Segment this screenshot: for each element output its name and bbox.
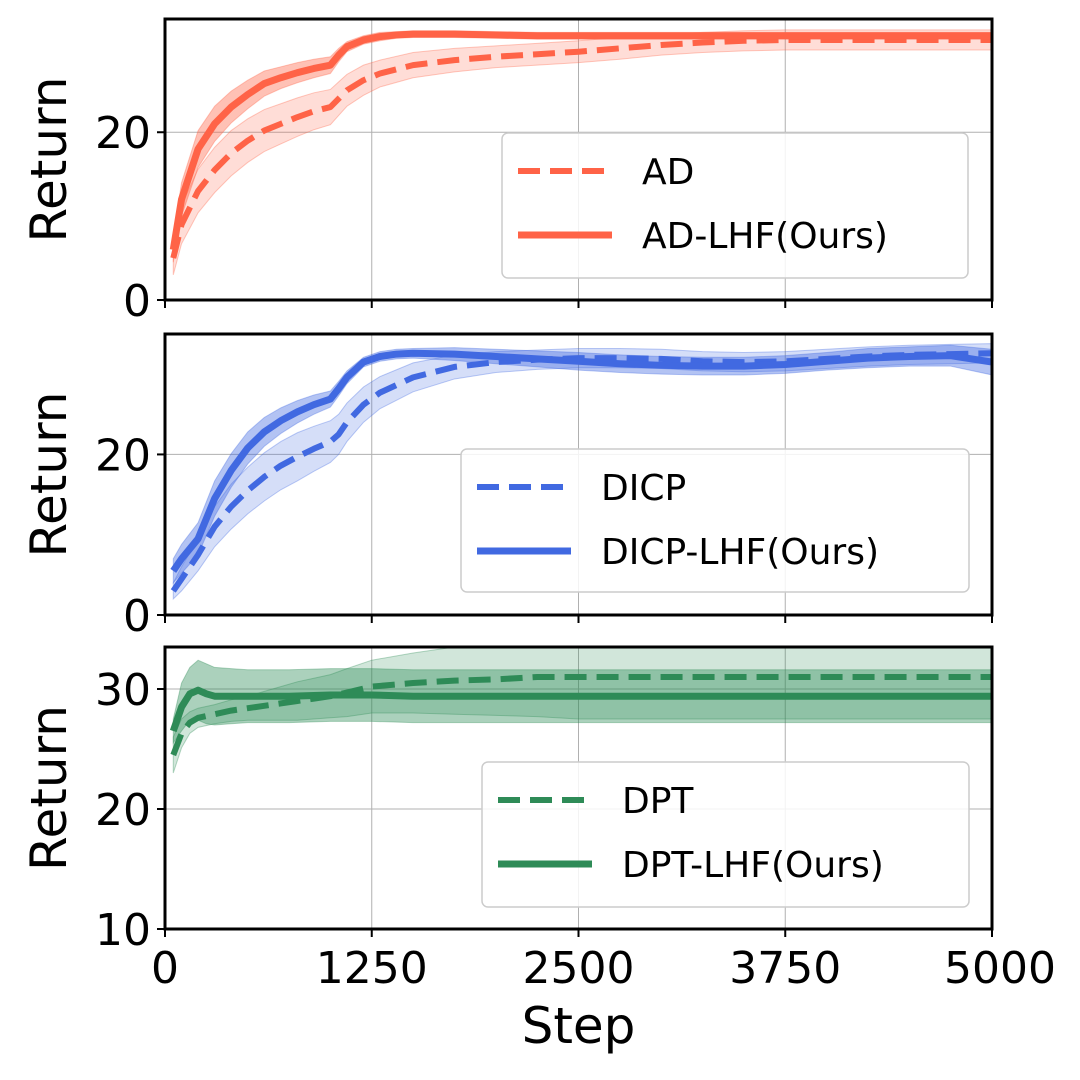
legend-label-1: AD xyxy=(642,152,694,193)
series-dpt-band xyxy=(172,647,992,774)
legend-label-2: DPT-LHF(Ours) xyxy=(622,845,884,886)
series-dpt-line xyxy=(170,674,992,757)
y-tick-label: 0 xyxy=(123,276,151,327)
legend-frame xyxy=(501,132,969,279)
y-tick-label: 0 xyxy=(123,591,151,642)
series-dicp-band xyxy=(172,343,992,601)
legend-label-1: DPT xyxy=(622,781,694,822)
y-tick-label: 20 xyxy=(95,430,151,481)
x-tick-label: 0 xyxy=(151,943,179,994)
series-ad-band xyxy=(172,29,992,275)
x-tick-label: 5000 xyxy=(944,943,1056,994)
legend: AD AD-LHF(Ours) xyxy=(501,132,969,279)
x-tick-label: 2500 xyxy=(523,943,635,994)
series-dicp-lhf-ours--line xyxy=(170,349,992,573)
y-tick-label: 20 xyxy=(95,785,151,836)
series-ad-line xyxy=(170,36,992,259)
x-tick-label: 3750 xyxy=(729,943,841,994)
legend-label-2: AD-LHF(Ours) xyxy=(642,216,888,257)
series-dpt-lhf-ours--line xyxy=(169,686,992,733)
legend-frame xyxy=(460,448,970,593)
legend-label-2: DICP-LHF(Ours) xyxy=(601,532,879,573)
y-axis-label: Return xyxy=(20,77,78,243)
legend: DPT DPT-LHF(Ours) xyxy=(481,761,970,908)
y-axis-label: Return xyxy=(20,705,78,871)
panel-3: 10 20 30 0 1250 2500 3750 5000 Return Step DPT DPT-… xyxy=(20,645,1056,1055)
panel-2: 0 20 Return DICP DICP-LHF(Ours) xyxy=(20,332,994,642)
plot-area xyxy=(170,343,992,601)
plot-area xyxy=(169,29,992,275)
plot-area xyxy=(169,647,992,774)
panel-1: 0 20 Return AD AD-LHF(Ours) xyxy=(20,17,994,327)
series-dicp-lhf-ours--band xyxy=(172,344,992,585)
legend: DICP DICP-LHF(Ours) xyxy=(460,448,970,593)
y-tick-label: 10 xyxy=(95,905,151,956)
x-axis-label: Step xyxy=(522,997,636,1055)
legend-frame xyxy=(481,761,970,908)
y-axis-label: Return xyxy=(20,392,78,558)
legend-label-1: DICP xyxy=(601,468,686,509)
series-dpt-lhf-ours--band xyxy=(172,659,992,745)
y-tick-label: 30 xyxy=(95,665,151,716)
x-tick-label: 1250 xyxy=(316,943,428,994)
series-ad-lhf-ours--line xyxy=(169,30,992,251)
series-ad-lhf-ours--band xyxy=(172,30,992,263)
y-tick-label: 20 xyxy=(95,108,151,159)
